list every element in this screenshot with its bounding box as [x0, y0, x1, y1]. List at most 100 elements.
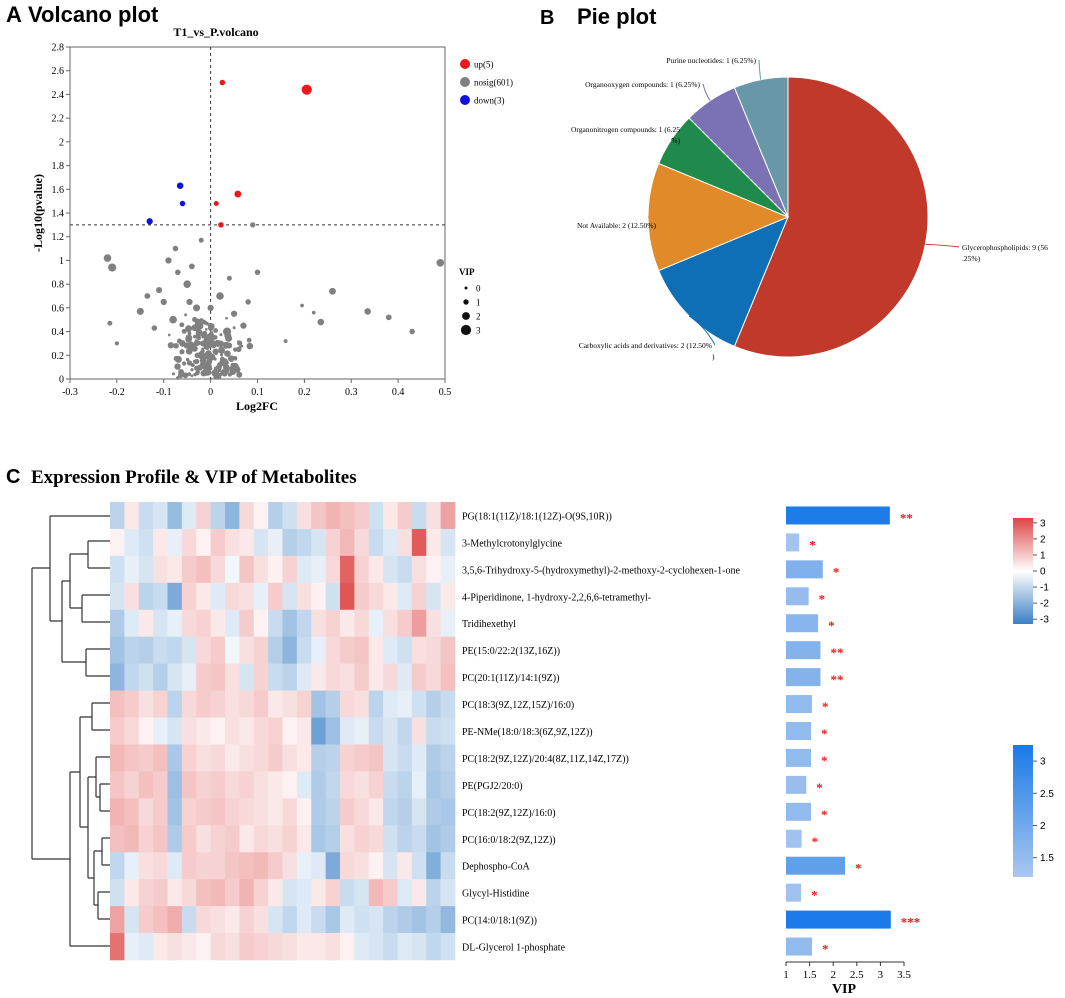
heatmap-cell — [167, 744, 183, 772]
heatmap-cell — [239, 609, 255, 638]
heatmap-cell — [138, 609, 154, 638]
heatmap-cell — [397, 636, 413, 664]
heatmap-cell — [311, 933, 326, 961]
heatmap-cell — [268, 717, 283, 745]
heatmap-cell — [354, 717, 370, 745]
nosig-point — [177, 372, 184, 379]
nosig-point — [114, 341, 119, 346]
heatmap-cell — [153, 906, 168, 934]
heatmap-row-label: Tridihexethyl — [462, 619, 516, 630]
dendro-branch — [91, 702, 110, 731]
heatmap-cell — [296, 555, 312, 584]
heatmap-cell — [296, 717, 312, 745]
heatmap-cell — [368, 528, 384, 557]
heatmap-cell — [239, 771, 255, 799]
y-tick-label: 1.8 — [52, 161, 65, 172]
heatmap-cell — [296, 636, 312, 664]
heatmap-cell — [411, 825, 427, 853]
heatmap-cell — [268, 609, 283, 638]
heatmap-cell — [282, 771, 298, 799]
dendro-branch — [99, 783, 110, 812]
heatmap-cell — [253, 690, 269, 718]
nosig-point — [174, 363, 181, 370]
heatmap-cell — [411, 933, 427, 961]
heatmap-cell — [311, 690, 326, 718]
heatmap-cell — [325, 690, 341, 718]
heatmap-cell — [225, 555, 240, 584]
panel-a-letter: A — [6, 2, 22, 27]
nosig-point — [171, 372, 176, 376]
vip-bar — [786, 587, 809, 606]
vip-x-tick-label: 2 — [830, 969, 836, 981]
significance-stars: ** — [830, 672, 843, 687]
heatmap-cell — [124, 528, 140, 557]
heatmap-cell — [440, 744, 456, 772]
significance-stars: ** — [900, 510, 913, 525]
vip-bar — [786, 802, 812, 821]
heatmap-cell — [340, 906, 355, 934]
heatmap-cell — [268, 771, 283, 799]
heatmap-cell — [340, 798, 355, 826]
heatmap-cell — [210, 906, 226, 934]
nosig-legend-label: nosig(601) — [474, 78, 513, 88]
pie-leader-line — [758, 59, 762, 80]
heatmap-row-label: DL-Glycerol 1-phosphate — [462, 943, 566, 954]
vip-size-label: 0 — [476, 284, 481, 294]
heatmap-row-label: PC(18:2(9Z,12Z)/16:0) — [462, 808, 556, 819]
heatmap-cell — [296, 906, 312, 934]
nosig-point — [108, 263, 117, 272]
vip-size-marker — [462, 312, 470, 320]
nosig-point — [385, 314, 392, 321]
heatmap-cell — [210, 528, 226, 557]
heatmap-cell — [354, 798, 370, 826]
up-legend-marker — [460, 59, 470, 69]
nosig-point — [185, 357, 190, 362]
heat-colorbar-label: -1 — [1040, 583, 1049, 594]
significance-stars: * — [833, 564, 840, 579]
heatmap-cell — [368, 744, 384, 772]
heatmap-cell — [138, 825, 154, 853]
significance-stars: * — [821, 753, 828, 768]
heatmap-cell — [253, 879, 269, 907]
heatmap-cell — [411, 690, 427, 718]
heatmap-cell — [153, 933, 168, 961]
nosig-point — [217, 372, 223, 378]
heatmap-cell — [225, 744, 240, 772]
nosig-point — [230, 365, 235, 369]
heatmap-cell — [253, 717, 269, 745]
vip-colorbar-label: 1.5 — [1040, 853, 1054, 864]
heatmap-cell — [268, 744, 283, 772]
heatmap-cell — [167, 771, 183, 799]
heatmap-cell — [210, 582, 226, 611]
vip-x-tick-label: 3 — [878, 969, 884, 981]
heatmap-cell — [268, 582, 283, 611]
heatmap-cell — [354, 879, 370, 907]
heatmap-cell — [296, 771, 312, 799]
heatmap-cell — [311, 771, 326, 799]
heatmap-cell — [167, 717, 183, 745]
heatmap-cell — [426, 744, 441, 772]
heatmap-cell — [268, 636, 283, 664]
heatmap-cell — [426, 609, 441, 638]
nosig-point — [217, 340, 225, 347]
nosig-point — [165, 257, 172, 264]
up-point — [234, 190, 242, 198]
heatmap-cell — [311, 555, 326, 584]
heatmap-cell — [110, 744, 125, 772]
heatmap-cell — [296, 663, 312, 691]
heatmap-cell — [268, 879, 283, 907]
nosig-point — [232, 356, 238, 361]
nosig-point — [196, 364, 203, 371]
heatmap-cell — [239, 798, 255, 826]
heatmap-cell — [368, 555, 384, 584]
heatmap-cell — [210, 663, 226, 691]
nosig-point — [201, 319, 206, 324]
heatmap-cell — [253, 609, 269, 638]
heatmap-cell — [210, 636, 226, 664]
dendro-branch — [87, 540, 110, 569]
heatmap-cell — [440, 798, 456, 826]
heatmap-cell — [239, 582, 255, 611]
heatmap-cell — [440, 609, 456, 638]
heatmap-cell — [368, 798, 384, 826]
heatmap-cell — [368, 582, 384, 611]
